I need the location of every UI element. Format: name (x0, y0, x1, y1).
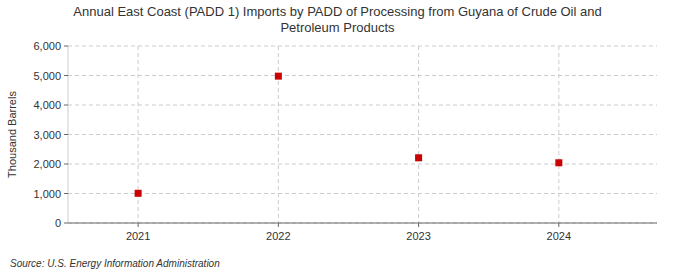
y-tick-label: 0 (55, 217, 61, 229)
grid-line-y (68, 134, 657, 135)
y-tick (64, 46, 68, 47)
y-tick-label: 5,000 (33, 70, 61, 82)
marks (135, 73, 563, 197)
chart: Annual East Coast (PADD 1) Imports by PA… (0, 0, 675, 275)
grid-line-y (68, 105, 657, 106)
y-tick (64, 134, 68, 135)
y-tick (64, 105, 68, 106)
title-line: Annual East Coast (PADD 1) Imports by PA… (73, 4, 601, 19)
y-axis-label: Thousand Barrels (6, 91, 18, 178)
y-tick-label: 6,000 (33, 40, 61, 52)
y-tick (64, 75, 68, 76)
chart-container: Annual East Coast (PADD 1) Imports by PA… (0, 0, 675, 275)
y-tick-label: 2,000 (33, 158, 61, 170)
grid-line-x (558, 46, 559, 223)
x-axis-line (68, 223, 657, 224)
x-tick-label: 2021 (126, 230, 150, 242)
grid-line-y (68, 193, 657, 194)
grid-line-y (68, 75, 657, 76)
y-tick (64, 193, 68, 194)
y-tick-label: 1,000 (33, 188, 61, 200)
point (415, 154, 422, 161)
y-tick-label: 4,000 (33, 99, 61, 111)
title: Annual East Coast (PADD 1) Imports by PA… (73, 4, 601, 35)
source-note: Source: U.S. Energy Information Administ… (10, 258, 220, 269)
grid-line-y (68, 164, 657, 165)
point (555, 159, 562, 166)
x-tick (558, 223, 559, 227)
point (275, 73, 282, 80)
x-tick (278, 223, 279, 227)
point (135, 190, 142, 197)
grid-line-x (418, 46, 419, 223)
grid-line-y (68, 46, 657, 47)
grid-line-y (68, 223, 657, 224)
x-tick-label: 2024 (547, 230, 571, 242)
y-axis: 0 1,000 2,000 3,000 4,000 5,000 6,000 (33, 40, 68, 229)
x-axis: 2021 2022 2023 2024 (126, 223, 571, 242)
title-line: Petroleum Products (280, 20, 395, 35)
x-tick-label: 2023 (406, 230, 430, 242)
x-tick (418, 223, 419, 227)
y-tick (64, 164, 68, 165)
y-tick (64, 223, 68, 224)
grid (68, 46, 657, 223)
y-tick-label: 3,000 (33, 129, 61, 141)
x-tick (138, 223, 139, 227)
grid-line-x (278, 46, 279, 223)
x-tick-label: 2022 (266, 230, 290, 242)
